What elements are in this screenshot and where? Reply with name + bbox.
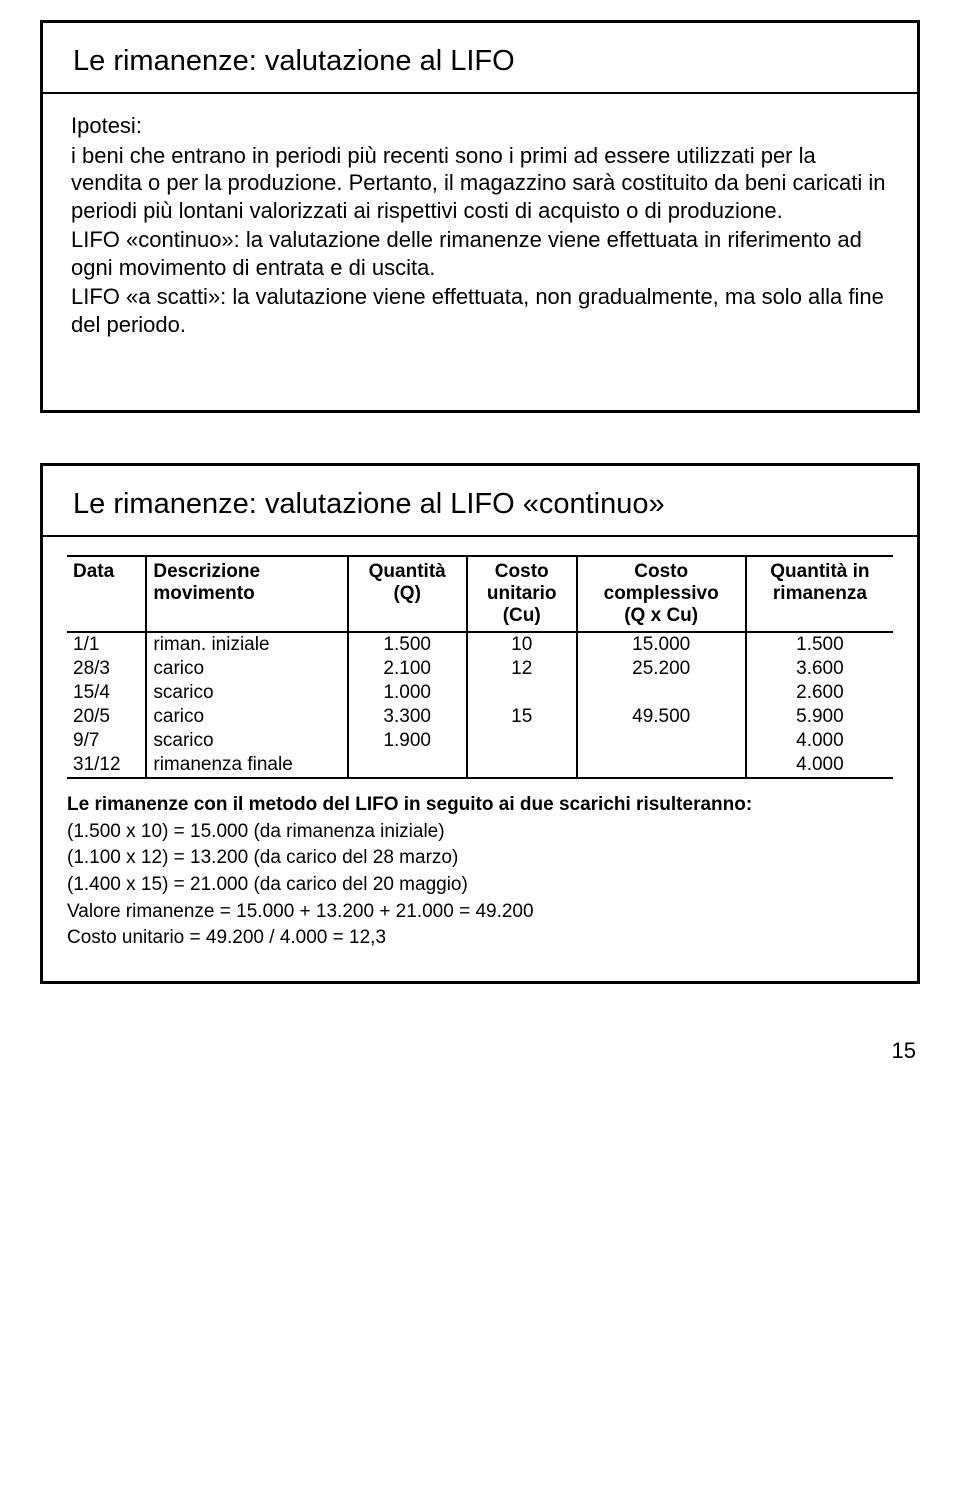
table-cell: rimanenza finale — [146, 753, 347, 778]
col-quantita-rimanenza: Quantità inrimanenza — [746, 556, 893, 632]
table-cell — [577, 729, 746, 753]
lifo-continuo-text: LIFO «continuo»: la valutazione delle ri… — [71, 226, 889, 281]
table-row: 28/3carico2.1001225.2003.600 — [67, 657, 893, 681]
table-cell: 1.500 — [746, 632, 893, 657]
slide-lifo-continuo: Le rimanenze: valutazione al LIFO «conti… — [40, 463, 920, 984]
page-number: 15 — [0, 1034, 960, 1074]
table-cell: 3.300 — [348, 705, 467, 729]
calc-line-1: (1.500 x 10) = 15.000 (da rimanenza iniz… — [67, 820, 893, 845]
table-row: 20/5carico3.3001549.5005.900 — [67, 705, 893, 729]
table-cell: 5.900 — [746, 705, 893, 729]
table-cell: carico — [146, 657, 347, 681]
table-cell — [577, 681, 746, 705]
table-cell: 1.000 — [348, 681, 467, 705]
table-cell: 15/4 — [67, 681, 146, 705]
lifo-scatti-text: LIFO «a scatti»: la valutazione viene ef… — [71, 283, 889, 338]
slide2-title: Le rimanenze: valutazione al LIFO «conti… — [43, 466, 917, 537]
table-cell: 3.600 — [746, 657, 893, 681]
table-cell: carico — [146, 705, 347, 729]
col-costo-complessivo: Costocomplessivo(Q x Cu) — [577, 556, 746, 632]
table-cell: 28/3 — [67, 657, 146, 681]
col-data: Data — [67, 556, 146, 632]
calc-costo-unitario: Costo unitario = 49.200 / 4.000 = 12,3 — [67, 926, 893, 951]
slide-lifo-valutazione: Le rimanenze: valutazione al LIFO Ipotes… — [40, 20, 920, 413]
table-cell: 15.000 — [577, 632, 746, 657]
table-cell: 1.900 — [348, 729, 467, 753]
table-cell: riman. iniziale — [146, 632, 347, 657]
table-row: 15/4scarico1.000 2.600 — [67, 681, 893, 705]
table-cell — [467, 753, 577, 778]
table-cell — [467, 681, 577, 705]
table-row: 31/12rimanenza finale 4.000 — [67, 753, 893, 778]
col-quantita: Quantità(Q) — [348, 556, 467, 632]
ipotesi-label: Ipotesi: — [71, 113, 142, 138]
table-cell: 25.200 — [577, 657, 746, 681]
table-cell — [577, 753, 746, 778]
col-descrizione: Descrizionemovimento — [146, 556, 347, 632]
lifo-table: Data Descrizionemovimento Quantità(Q) Co… — [67, 555, 893, 779]
table-cell: scarico — [146, 681, 347, 705]
calc-line-3: (1.400 x 15) = 21.000 (da carico del 20 … — [67, 873, 893, 898]
table-cell: 1.500 — [348, 632, 467, 657]
slide1-title: Le rimanenze: valutazione al LIFO — [43, 23, 917, 94]
col-costo-unitario: Costounitario(Cu) — [467, 556, 577, 632]
ipotesi-text: i beni che entrano in periodi più recent… — [71, 142, 889, 225]
note-lead: Le rimanenze con il metodo del LIFO in s… — [67, 793, 893, 818]
table-row: 1/1riman. iniziale1.5001015.0001.500 — [67, 632, 893, 657]
table-cell: 15 — [467, 705, 577, 729]
table-cell — [467, 729, 577, 753]
table-cell: 31/12 — [67, 753, 146, 778]
table-cell: 20/5 — [67, 705, 146, 729]
table-cell: 2.100 — [348, 657, 467, 681]
table-row: 9/7scarico1.900 4.000 — [67, 729, 893, 753]
table-cell: 10 — [467, 632, 577, 657]
table-cell: 4.000 — [746, 753, 893, 778]
table-cell: 9/7 — [67, 729, 146, 753]
table-cell: scarico — [146, 729, 347, 753]
table-cell: 12 — [467, 657, 577, 681]
calc-line-2: (1.100 x 12) = 13.200 (da carico del 28 … — [67, 846, 893, 871]
table-cell: 49.500 — [577, 705, 746, 729]
slide1-body: Ipotesi: i beni che entrano in periodi p… — [43, 94, 917, 410]
table-cell: 4.000 — [746, 729, 893, 753]
table-cell — [348, 753, 467, 778]
table-cell: 1/1 — [67, 632, 146, 657]
slide2-body: Data Descrizionemovimento Quantità(Q) Co… — [43, 537, 917, 981]
calculation-notes: Le rimanenze con il metodo del LIFO in s… — [67, 793, 893, 951]
table-cell: 2.600 — [746, 681, 893, 705]
calc-valore: Valore rimanenze = 15.000 + 13.200 + 21.… — [67, 900, 893, 925]
